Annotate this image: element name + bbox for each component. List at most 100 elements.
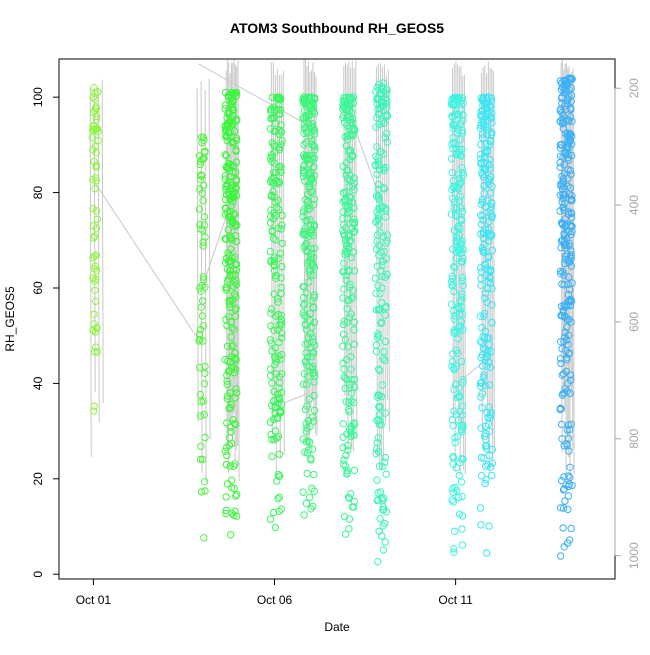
data-point bbox=[487, 210, 495, 218]
data-point bbox=[478, 110, 486, 119]
data-point bbox=[485, 253, 493, 261]
data-point bbox=[302, 427, 310, 436]
data-point bbox=[270, 159, 279, 168]
data-point bbox=[221, 151, 230, 159]
data-point bbox=[558, 371, 566, 379]
data-point bbox=[379, 79, 387, 87]
data-point bbox=[300, 93, 308, 101]
data-point bbox=[348, 431, 356, 439]
x-axis-label: Date bbox=[324, 620, 350, 634]
data-point bbox=[342, 188, 350, 196]
data-point bbox=[200, 213, 209, 221]
data-point bbox=[485, 160, 494, 169]
data-point bbox=[300, 370, 309, 378]
data-point bbox=[301, 405, 310, 414]
data-point bbox=[311, 341, 319, 349]
data-point bbox=[310, 110, 319, 118]
data-point bbox=[373, 84, 382, 92]
data-point bbox=[376, 289, 384, 298]
data-point bbox=[459, 282, 467, 290]
data-point bbox=[302, 239, 310, 248]
data-point bbox=[566, 74, 574, 82]
data-point bbox=[372, 450, 380, 458]
data-point bbox=[377, 319, 385, 328]
data-point bbox=[226, 403, 235, 412]
data-point bbox=[450, 407, 458, 415]
data-point bbox=[457, 216, 466, 225]
data-point bbox=[199, 238, 207, 246]
data-point bbox=[560, 170, 568, 178]
data-point bbox=[267, 151, 276, 159]
data-point bbox=[302, 438, 310, 446]
data-point bbox=[274, 298, 282, 306]
data-point bbox=[456, 135, 464, 144]
data-point bbox=[559, 390, 567, 398]
transit-line bbox=[94, 182, 203, 346]
data-point bbox=[91, 174, 100, 182]
data-point bbox=[345, 183, 353, 191]
data-point bbox=[232, 385, 240, 393]
data-point bbox=[305, 160, 314, 168]
right-axis: 200 400 600 800 1000 bbox=[614, 78, 641, 569]
data-point bbox=[197, 398, 206, 406]
data-point bbox=[383, 111, 391, 120]
data-point bbox=[304, 205, 312, 214]
data-point bbox=[378, 261, 386, 270]
data-point bbox=[270, 290, 278, 298]
right-tick-label: 600 bbox=[627, 312, 641, 332]
data-point bbox=[197, 172, 206, 180]
data-point bbox=[449, 498, 457, 506]
data-point bbox=[278, 239, 286, 248]
data-point bbox=[488, 301, 496, 309]
right-tick-label: 200 bbox=[627, 78, 641, 98]
data-point bbox=[448, 168, 457, 177]
data-point bbox=[477, 155, 485, 163]
data-point bbox=[485, 266, 493, 274]
data-point bbox=[376, 402, 384, 411]
data-point bbox=[374, 334, 382, 342]
data-point bbox=[350, 466, 359, 475]
data-point bbox=[479, 211, 487, 220]
data-point bbox=[299, 212, 307, 221]
data-point bbox=[274, 326, 282, 334]
data-point bbox=[372, 289, 380, 297]
data-point bbox=[198, 189, 206, 197]
data-point bbox=[227, 531, 235, 539]
data-point bbox=[450, 198, 459, 206]
data-point bbox=[488, 471, 496, 480]
data-point bbox=[90, 122, 98, 130]
data-point bbox=[309, 502, 317, 511]
data-point bbox=[339, 320, 348, 329]
data-point bbox=[564, 331, 573, 339]
data-point bbox=[564, 434, 573, 443]
data-point bbox=[226, 178, 235, 186]
data-point bbox=[450, 184, 458, 192]
data-point bbox=[198, 138, 206, 147]
data-point bbox=[201, 147, 209, 156]
data-point bbox=[92, 251, 101, 259]
data-point bbox=[378, 532, 386, 540]
data-point bbox=[379, 546, 388, 554]
data-point bbox=[199, 197, 207, 205]
data-point bbox=[458, 541, 467, 549]
data-point bbox=[307, 256, 315, 264]
data-point bbox=[268, 93, 276, 102]
data-point bbox=[196, 412, 205, 420]
data-point bbox=[557, 140, 566, 149]
data-point bbox=[310, 264, 319, 272]
data-point bbox=[568, 481, 576, 490]
data-point bbox=[447, 100, 456, 109]
data-point bbox=[560, 301, 568, 309]
data-point bbox=[373, 170, 381, 179]
data-point bbox=[223, 443, 231, 452]
data-point bbox=[481, 479, 489, 488]
data-point bbox=[563, 323, 571, 331]
data-point bbox=[90, 310, 98, 318]
data-point bbox=[557, 182, 565, 190]
data-point bbox=[308, 353, 316, 361]
data-point bbox=[89, 326, 97, 335]
data-point bbox=[374, 211, 382, 220]
data-point bbox=[375, 462, 384, 470]
data-point bbox=[305, 120, 313, 128]
